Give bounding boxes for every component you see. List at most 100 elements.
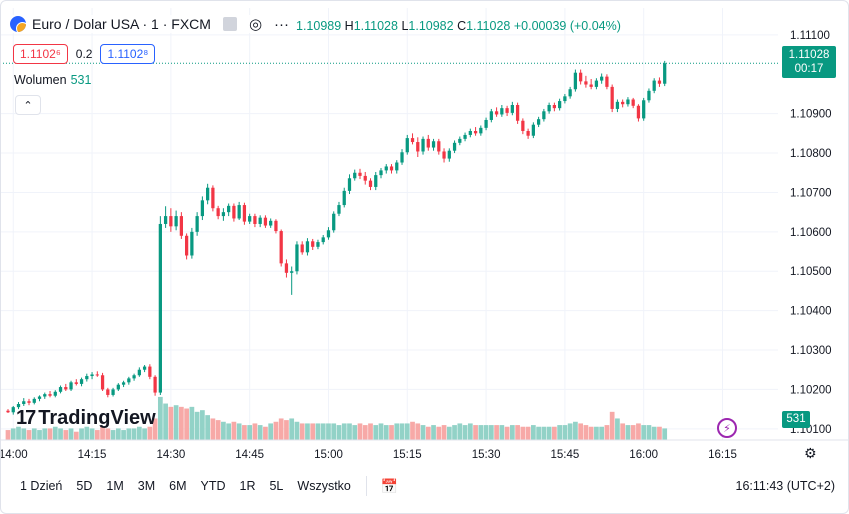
range-1m[interactable]: 1M — [106, 479, 124, 493]
volume-bar — [10, 428, 16, 440]
candle-body — [573, 72, 578, 90]
symbol-header[interactable]: Euro / Dolar USA · 1 · FXCM ◎ ··· — [10, 15, 294, 33]
candle-body — [242, 205, 247, 222]
candle-body — [615, 101, 620, 109]
candle-body — [258, 217, 262, 224]
candle-body — [410, 138, 415, 143]
tradingview-logo[interactable]: 17 TradingView — [16, 407, 156, 430]
candle-body — [58, 387, 63, 392]
volume-bar — [362, 425, 368, 440]
volume-bar — [662, 428, 668, 440]
candle-body — [179, 216, 183, 236]
range-3m[interactable]: 3M — [137, 479, 156, 493]
range-all[interactable]: Wszystko — [297, 479, 351, 493]
candle-body — [489, 111, 493, 120]
volume-bar — [436, 426, 442, 440]
price-chart[interactable]: 1.11100 1.10900 1.10800 1.10700 1.10600 1.105… — [0, 0, 849, 470]
volume-bar — [315, 423, 321, 440]
candles — [6, 60, 667, 415]
volume-bar — [79, 428, 84, 440]
volume-bar — [37, 430, 42, 440]
range-5y[interactable]: 5L — [269, 479, 284, 493]
sell-price-button[interactable]: 1.1102⁶ — [13, 44, 68, 64]
range-ytd[interactable]: YTD — [200, 479, 226, 493]
range-1d[interactable]: 1 Dzień — [20, 479, 63, 493]
calendar-icon[interactable]: 📅 — [380, 477, 399, 494]
volume-bar — [557, 425, 562, 440]
volume-bar — [399, 423, 405, 440]
volume-bar — [467, 423, 473, 440]
x-tick-label: 16:15 — [708, 449, 737, 461]
candle-body — [300, 244, 304, 253]
volume-bar — [352, 425, 358, 440]
volume-bar — [599, 426, 605, 440]
volume-bar — [136, 426, 142, 440]
candle-body — [274, 220, 278, 232]
volume-bar — [651, 426, 657, 440]
candle-body — [589, 84, 593, 87]
volume-bar — [462, 425, 468, 440]
volume-bar — [525, 426, 531, 440]
clock-display[interactable]: 16:11:43 (UTC+2) — [735, 479, 835, 493]
candle-body — [263, 217, 268, 226]
candle-body — [211, 187, 215, 209]
volume-bar — [530, 425, 536, 440]
candle-body — [169, 216, 173, 227]
volume-bar — [257, 425, 263, 440]
candle-body — [594, 80, 599, 87]
eye-icon[interactable]: ◎ — [248, 16, 263, 33]
x-tick-label: 15:15 — [393, 449, 422, 461]
volume-bar — [221, 421, 226, 440]
x-tick-label: 14:15 — [78, 449, 107, 461]
candle-body — [111, 389, 115, 395]
volume-bar — [552, 426, 557, 440]
volume-bar — [331, 423, 337, 440]
candle-body — [137, 369, 141, 376]
volume-bar — [573, 421, 578, 440]
collapse-legend-button[interactable]: ⌃ — [15, 95, 41, 115]
candle-body — [600, 76, 604, 81]
bar-countdown: 00:17 — [794, 63, 824, 75]
range-1y[interactable]: 1R — [239, 479, 256, 493]
last-price-label: 1.11028 00:17 — [782, 46, 836, 78]
volume-bar — [58, 428, 63, 440]
volume-bar — [100, 426, 105, 440]
range-6m[interactable]: 6M — [169, 479, 187, 493]
candle-body — [305, 241, 310, 253]
volume-bar — [289, 418, 295, 440]
more-icon[interactable]: ··· — [274, 15, 290, 33]
candle-body — [206, 187, 210, 201]
buy-price-button[interactable]: 1.1102⁸ — [100, 44, 156, 64]
lightning-icon[interactable]: ⚡ — [717, 418, 737, 438]
volume-bar — [594, 426, 599, 440]
candle-body — [200, 200, 205, 217]
bottom-toolbar: 1 Dzień 5D 1M 3M 6M YTD 1R 5L Wszystko 📅… — [0, 470, 849, 502]
volume-bar — [157, 396, 163, 440]
candle-body — [216, 208, 220, 217]
candle-body — [269, 220, 273, 226]
volume-bar — [105, 428, 111, 440]
range-5d[interactable]: 5D — [76, 479, 93, 493]
candle-body — [100, 375, 105, 390]
volume-bar — [625, 425, 631, 440]
volume-legend-label: Wolumen — [14, 73, 67, 87]
candle-body — [326, 230, 331, 238]
volume-legend: Wolumen 531 — [14, 73, 91, 87]
volume-bar — [63, 430, 69, 440]
candle-body — [184, 235, 189, 256]
symbol-title[interactable]: Euro / Dolar USA · 1 · FXCM — [32, 16, 211, 32]
volume-bar — [110, 430, 116, 440]
volume-bar — [383, 425, 389, 440]
candle-body — [227, 205, 231, 213]
candle-body — [568, 89, 572, 97]
candle-body — [647, 90, 651, 101]
gear-icon[interactable]: ⚙ — [804, 445, 817, 461]
volume-bar — [168, 406, 174, 440]
candle-body — [121, 382, 126, 385]
volume-bar — [189, 406, 195, 440]
volume-bar — [179, 406, 184, 440]
volume-bar — [378, 423, 384, 440]
candle-body — [290, 271, 294, 273]
volume-bar — [299, 423, 305, 440]
candle-body — [232, 205, 236, 219]
